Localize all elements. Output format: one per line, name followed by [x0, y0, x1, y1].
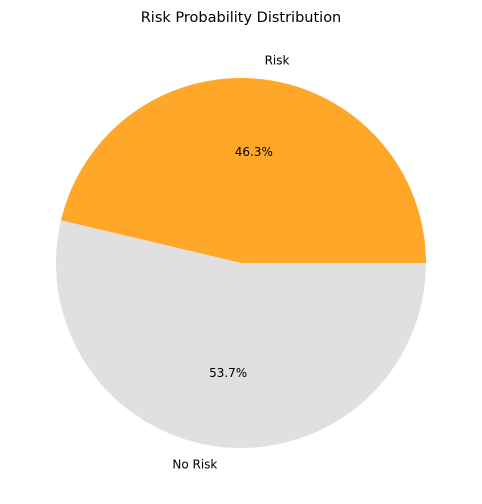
chart-title: Risk Probability Distribution — [141, 10, 342, 26]
value-label: 46.3% — [235, 145, 273, 159]
slice-label: Risk — [265, 53, 290, 67]
value-label: 53.7% — [209, 366, 247, 380]
slice-label: No Risk — [172, 458, 217, 472]
pie-slice — [56, 220, 427, 449]
pie-slice — [60, 77, 426, 263]
